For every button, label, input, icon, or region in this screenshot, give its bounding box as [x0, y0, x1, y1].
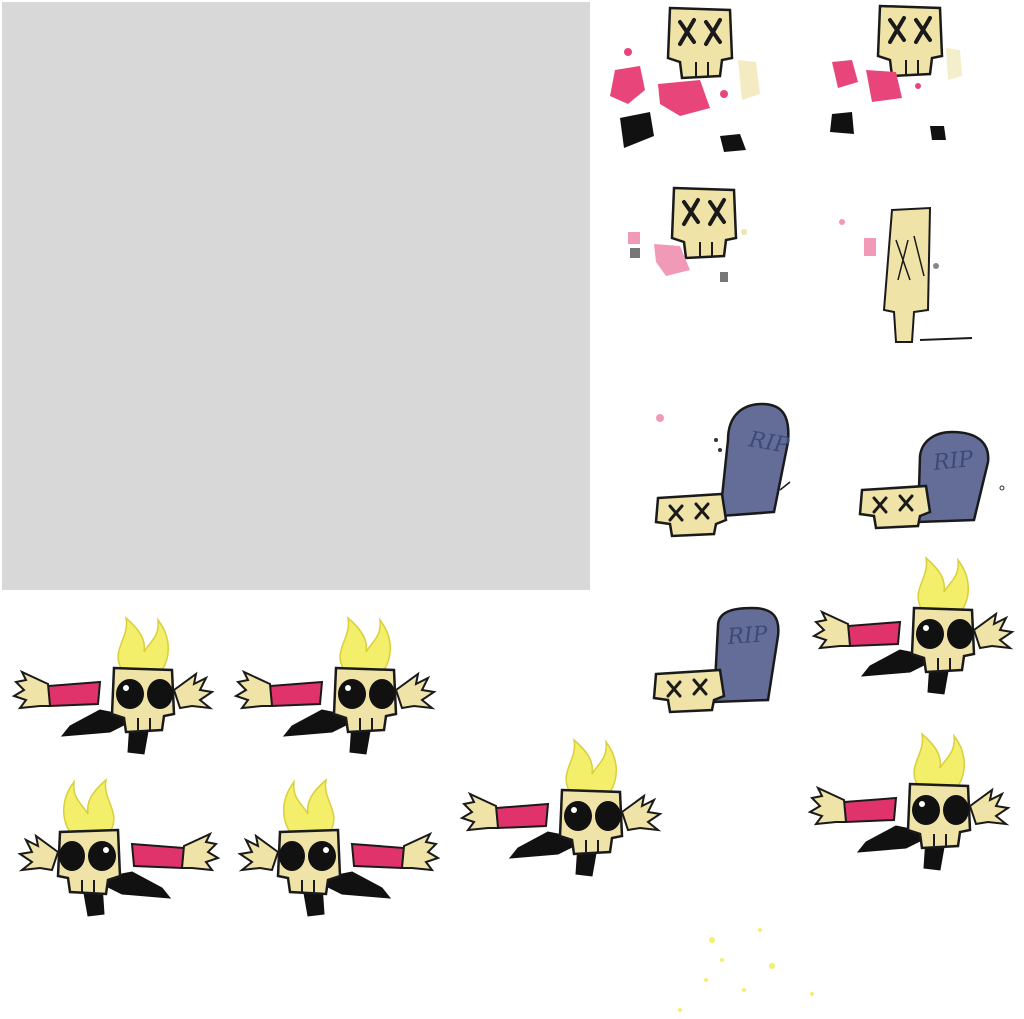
grave-frame-2: RIP: [858, 430, 1005, 530]
tombstone-label: RIP: [931, 447, 976, 476]
fly-frame-4: [18, 778, 220, 918]
fly-frame-2: [234, 616, 436, 756]
empty-placeholder-frame: [2, 2, 590, 590]
death-frame-3: [628, 186, 747, 282]
sparkle-frame-1: [678, 928, 814, 1012]
fly-frame-1: [12, 616, 214, 756]
fly-frame-7: [808, 732, 1010, 872]
death-frame-1: [610, 6, 760, 152]
tombstone-label: RIP: [726, 622, 770, 650]
fly-frame-3: [812, 556, 1014, 696]
death-frame-4: [839, 206, 973, 343]
fly-frame-6: [460, 738, 662, 878]
grave-frame-1: RIP: [654, 402, 792, 538]
death-frame-2: [830, 4, 962, 140]
fly-frame-5: [238, 778, 440, 918]
grave-frame-3: RIP: [652, 606, 780, 714]
